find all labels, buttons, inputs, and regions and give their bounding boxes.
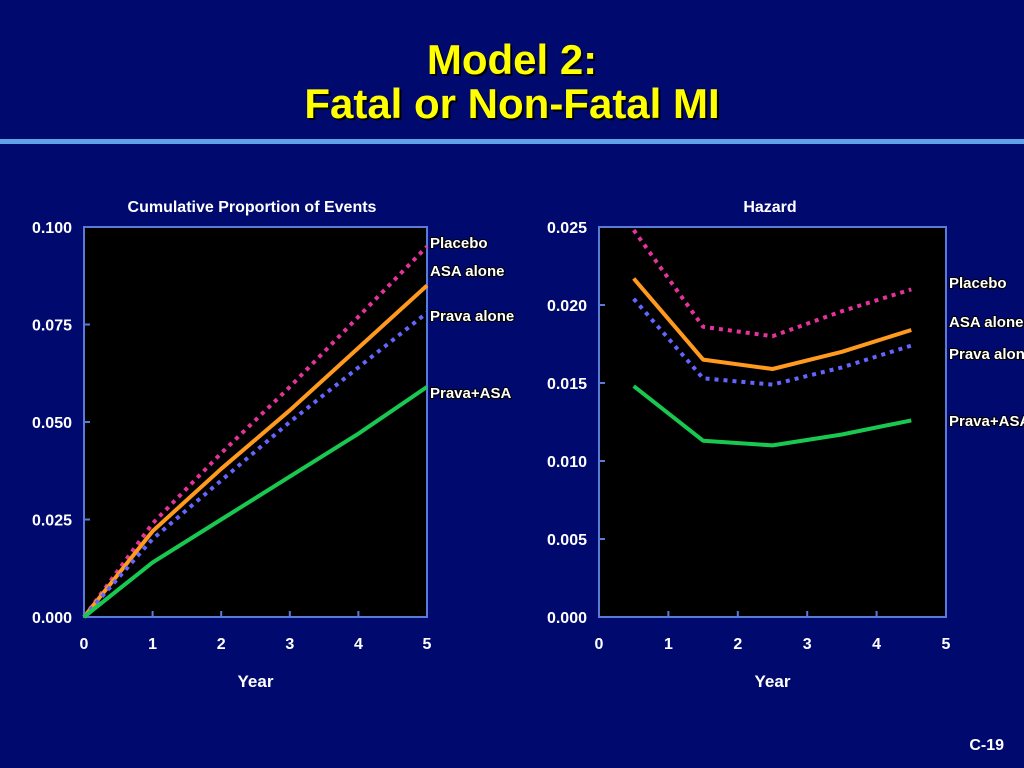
slide-title-line1: Model 2: — [426, 36, 598, 83]
chart-title: Hazard — [743, 199, 796, 216]
x-tick-label: 3 — [285, 636, 294, 653]
x-tick-label: 0 — [595, 636, 604, 653]
series-line-asa-alone — [82, 284, 429, 619]
x-tick-label: 2 — [217, 636, 226, 653]
x-tick-label: 4 — [354, 636, 363, 653]
series-label: ASA alone — [430, 263, 504, 280]
slide-number: C-19 — [969, 737, 1004, 754]
series-label: Placebo — [949, 275, 1007, 292]
series-label: Prava+ASA — [430, 385, 511, 402]
plot-area — [598, 226, 947, 618]
y-tick-label: 0.025 — [32, 513, 72, 530]
series-label: Placebo — [430, 235, 488, 252]
series-line-prava-asa — [632, 384, 912, 448]
x-tick-label: 4 — [872, 636, 881, 653]
x-axis-label: Year — [238, 672, 274, 691]
y-tick-label: 0.005 — [547, 532, 587, 549]
series-line-placebo — [82, 245, 429, 619]
y-tick-label: 0.075 — [32, 318, 72, 335]
series-label: Prava alone — [430, 308, 514, 325]
y-tick-label: 0.000 — [547, 610, 587, 627]
chart-title: Cumulative Proportion of Events — [128, 199, 377, 216]
chart-2 — [598, 226, 947, 618]
series-line-prava-asa — [82, 385, 429, 619]
y-tick-label: 0.050 — [32, 415, 72, 432]
series-line-prava-alone — [632, 297, 912, 387]
x-tick-label: 1 — [148, 636, 157, 653]
x-tick-label: 0 — [80, 636, 89, 653]
x-axis-label: Year — [755, 672, 791, 691]
series-label: Prava alone — [949, 346, 1024, 363]
x-tick-label: 2 — [733, 636, 742, 653]
x-tick-label: 1 — [664, 636, 673, 653]
y-tick-label: 0.100 — [32, 220, 72, 237]
x-tick-label: 5 — [423, 636, 432, 653]
slide-title: Model 2: Fatal or Non-Fatal MI — [0, 38, 1024, 126]
series-line-placebo — [632, 228, 912, 339]
y-tick-label: 0.025 — [547, 220, 587, 237]
plot-area — [83, 226, 428, 618]
x-tick-label: 5 — [942, 636, 951, 653]
title-divider — [0, 139, 1024, 144]
y-tick-label: 0.000 — [32, 610, 72, 627]
series-label: ASA alone — [949, 314, 1023, 331]
series-line-asa-alone — [632, 277, 912, 371]
chart-1 — [82, 226, 429, 619]
y-tick-label: 0.010 — [547, 454, 587, 471]
series-label: Prava+ASA — [949, 413, 1024, 430]
x-tick-label: 3 — [803, 636, 812, 653]
y-tick-label: 0.015 — [547, 376, 587, 393]
slide-title-line2: Fatal or Non-Fatal MI — [304, 80, 720, 127]
y-tick-label: 0.020 — [547, 298, 587, 315]
